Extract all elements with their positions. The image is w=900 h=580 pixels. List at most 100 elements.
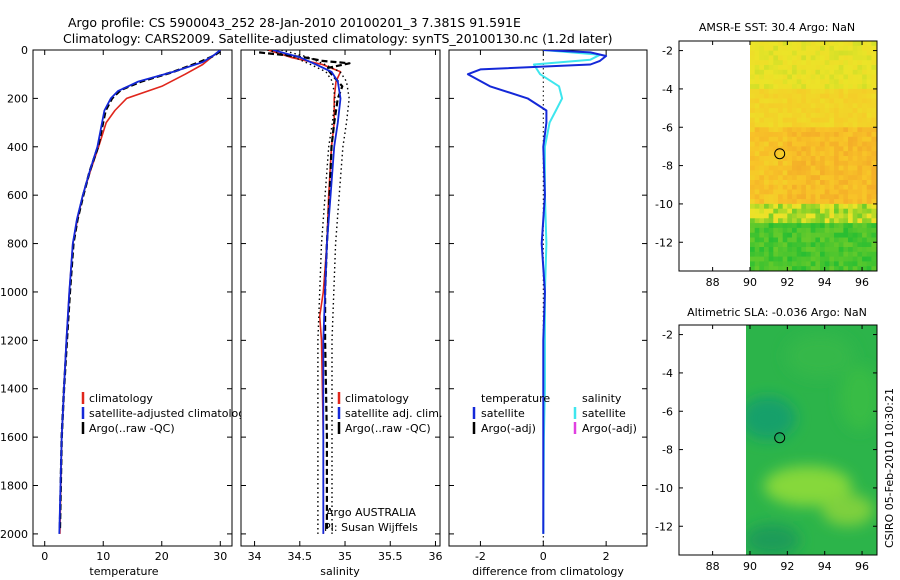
sst-cell [782,122,788,128]
sst-cell [782,151,788,157]
sst-cell [806,247,812,253]
sst-cell [834,261,840,267]
sst-cell [871,74,877,80]
sst-cell [782,232,788,238]
sst-cell [838,141,844,147]
sst-cell [848,74,854,80]
sst-cell [824,242,830,248]
sst-cell [857,50,863,56]
sst-cell [857,127,863,133]
map-x-tick-label: 92 [780,276,794,289]
depth-tick-label: 0 [21,44,28,57]
sst-cell [764,218,770,224]
sst-cell [838,117,844,123]
sst-cell [796,146,802,152]
sst-cell [810,218,816,224]
sst-cell [787,266,793,271]
sst-cell [824,141,830,147]
sst-cell [782,261,788,267]
sst-cell [848,237,854,243]
sst-cell [806,232,812,238]
salinity-range-line [281,50,350,534]
sst-cell [815,41,821,47]
sst-cell [857,160,863,166]
sst-cell [834,242,840,248]
sst-cell [857,55,863,61]
sst-cell [754,160,760,166]
sst-cell [782,237,788,243]
sst-cell [834,74,840,80]
legend-heading-salinity: salinity [582,392,622,405]
depth-tick-label: 400 [7,141,28,154]
sst-cell [801,55,807,61]
sst-cell [820,194,826,200]
sst-cell [796,194,802,200]
sst-cell [806,55,812,61]
sst-cell [815,256,821,262]
sst-cell [829,237,835,243]
sst-cell [820,141,826,147]
sst-cell [801,141,807,147]
sst-cell [866,98,872,104]
sst-cell [768,65,774,71]
sst-cell [806,256,812,262]
sst-cell [787,213,793,219]
sst-cell [834,117,840,123]
sst-cell [862,251,868,257]
sst-cell [768,189,774,195]
sst-cell [806,98,812,104]
sst-cell [773,93,779,99]
sst-cell [773,132,779,138]
depth-tick-label: 800 [7,238,28,251]
sst-cell [824,266,830,271]
legend-heading-temperature: temperature [481,392,550,405]
sst-cell [848,156,854,162]
sst-cell [782,132,788,138]
sst-cell [820,98,826,104]
sst-cell [801,93,807,99]
sst-cell [857,256,863,262]
sst-cell [852,98,858,104]
sst-cell [773,156,779,162]
sst-cell [773,256,779,262]
sst-cell [834,184,840,190]
sst-cell [829,261,835,267]
sst-cell [815,122,821,128]
sst-cell [782,60,788,66]
sst-cell [754,156,760,162]
depth-tick-label: 200 [7,92,28,105]
sst-cell [834,122,840,128]
sst-cell [810,256,816,262]
sst-cell [801,237,807,243]
temperature-lines [58,50,221,534]
sst-cell [834,112,840,119]
sst-cell [750,189,756,195]
sst-cell [792,203,798,210]
sst-cell [754,203,760,210]
sst-cell [796,170,802,176]
temperature-panel: 0 200 400 600 800 1000 1200 1400 1600 1800 2000 0 1… [0,44,252,578]
sst-cell [796,79,802,85]
sst-cell [796,151,802,157]
sst-cell [773,237,779,243]
argo-location-marker [774,432,786,444]
salinity-x-ticks: 34 34.5 35 35.5 36 [241,49,442,563]
sst-cell [866,50,872,56]
sst-cell [834,160,840,166]
sst-cell [782,103,788,109]
sst-cell [820,247,826,253]
sst-cell [754,251,760,257]
sst-cell [815,65,821,71]
sst-cell [871,256,877,262]
sst-cell [768,199,774,205]
sst-cell [750,208,756,214]
sst-cell [778,60,784,66]
map-x-tick-label: 96 [855,276,869,289]
sst-cell [754,132,760,138]
sst-cell [852,141,858,147]
sst-cell [750,251,756,257]
sst-cell [801,227,807,234]
sst-cell [778,218,784,224]
sst-cell [806,41,812,47]
sst-cell [866,170,872,176]
